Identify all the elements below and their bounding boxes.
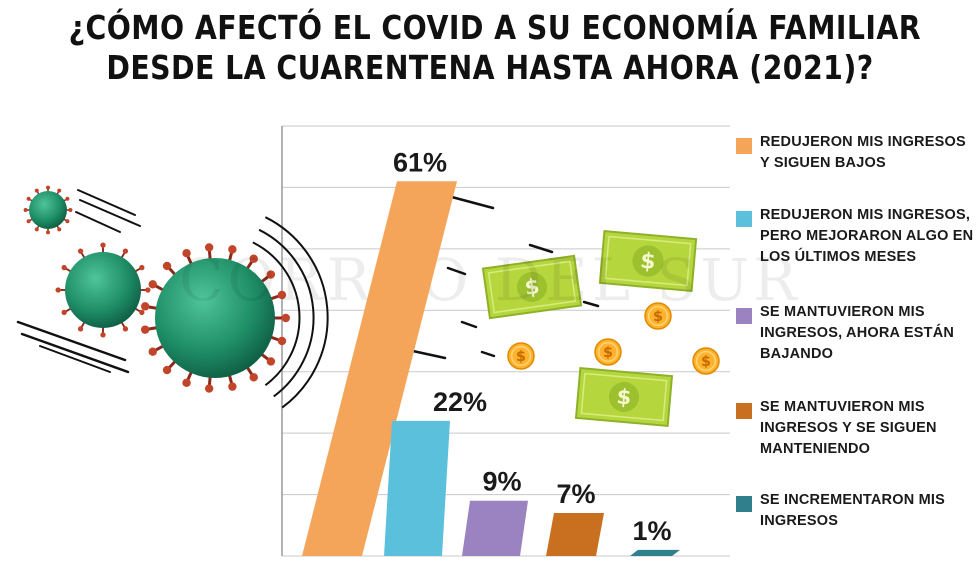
motion-arc <box>264 216 329 409</box>
speed-line <box>446 194 495 210</box>
speed-line <box>528 243 554 254</box>
data-label: 9% <box>482 467 521 497</box>
svg-text:$: $ <box>653 309 663 325</box>
watermark: CORREO DEL SUR <box>179 246 801 314</box>
legend-swatch <box>736 138 752 154</box>
legend-label-line: SE INCREMENTARON MIS <box>760 492 945 508</box>
legend-label-line: INGRESOS, AHORA ESTÁN <box>760 325 955 341</box>
legend-label-line: SE MANTUVIERON MIS <box>760 399 925 415</box>
speed-line <box>20 332 130 374</box>
legend-label: REDUJERON MIS INGRESOS Y SIGUEN BAJOS <box>760 132 975 174</box>
chart-title: ¿CÓMO AFECTÓ EL COVID A SU ECONOMÍA FAMI… <box>68 8 922 88</box>
dollar-coin-icon: $ <box>692 347 720 375</box>
coronavirus-icon <box>140 243 290 393</box>
chart-title-line-2: DESDE LA CUARENTENA HASTA AHORA (2021)? <box>106 48 874 87</box>
bar <box>302 181 457 557</box>
legend-label: SE MANTUVIERON MIS INGRESOS, AHORA ESTÁN B… <box>760 302 975 365</box>
data-label: 1% <box>632 516 671 546</box>
svg-text:$: $ <box>616 384 633 409</box>
speed-line <box>480 350 496 358</box>
legend-swatch <box>736 308 752 324</box>
legend-label: SE INCREMENTARON MIS INGRESOS <box>760 490 975 532</box>
bars <box>302 181 680 557</box>
svg-text:$: $ <box>516 349 526 365</box>
legend-label-line: SE MANTUVIERON MIS <box>760 304 925 320</box>
svg-text:$: $ <box>701 354 711 370</box>
legend-label-line: PERO MEJORARON ALGO EN <box>760 228 974 244</box>
speed-line <box>79 199 141 227</box>
coronavirus-icon <box>55 242 151 338</box>
legend-label-line: REDUJERON MIS INGRESOS <box>760 134 966 150</box>
chart-gridlines <box>282 125 730 557</box>
data-label: 61% <box>393 147 447 177</box>
svg-text:$: $ <box>603 345 613 361</box>
legend-label: SE MANTUVIERON MIS INGRESOS Y SE SIGUEN MA… <box>760 397 975 460</box>
legend-label-line: REDUJERON MIS INGRESOS, <box>760 207 971 223</box>
motion-arc <box>258 228 315 398</box>
bar <box>384 420 450 556</box>
legend-label-line: INGRESOS Y SE SIGUEN <box>760 420 937 436</box>
speed-line <box>16 320 127 362</box>
legend-swatch <box>736 403 752 419</box>
legend-label-line: MANTENIENDO <box>760 441 871 457</box>
bar <box>462 500 528 556</box>
speed-line <box>460 320 478 329</box>
svg-text:$: $ <box>523 274 541 300</box>
dollar-coin-icon: $ <box>507 342 535 370</box>
legend-label: REDUJERON MIS INGRESOS, PERO MEJORARON AL… <box>760 205 975 268</box>
data-label: 7% <box>556 479 595 509</box>
legend-swatch <box>736 211 752 227</box>
legend-label-line: BAJANDO <box>760 346 834 362</box>
bar <box>630 549 680 556</box>
legend-swatch <box>736 496 752 512</box>
dollar-coin-icon: $ <box>594 338 622 366</box>
speed-line <box>75 211 121 233</box>
dollar-bill-icon: $ <box>481 254 583 320</box>
speed-line <box>582 300 600 308</box>
data-label: 22% <box>433 387 487 417</box>
legend-label-line: INGRESOS <box>760 513 839 529</box>
dollar-bill-icon: $ <box>574 367 674 427</box>
bar <box>546 513 604 556</box>
speed-line <box>39 345 111 373</box>
legend-label-line: Y SIGUEN BAJOS <box>760 155 886 171</box>
decoration: $ $ $ $ $ $ $ <box>16 185 720 427</box>
speed-line <box>446 266 467 276</box>
motion-arc <box>252 241 301 387</box>
coronavirus-icon <box>23 185 73 235</box>
svg-text:$: $ <box>639 249 656 275</box>
data-labels: 61% 22% 9% 7% 1% <box>393 147 672 546</box>
chart-title-line-1: ¿CÓMO AFECTÓ EL COVID A SU ECONOMÍA FAMI… <box>68 8 922 47</box>
dollar-bill-icon: $ <box>598 230 698 292</box>
legend-label-line: LOS ÚLTIMOS MESES <box>760 249 917 265</box>
speed-line <box>77 189 136 216</box>
dollar-coin-icon: $ <box>644 302 672 330</box>
